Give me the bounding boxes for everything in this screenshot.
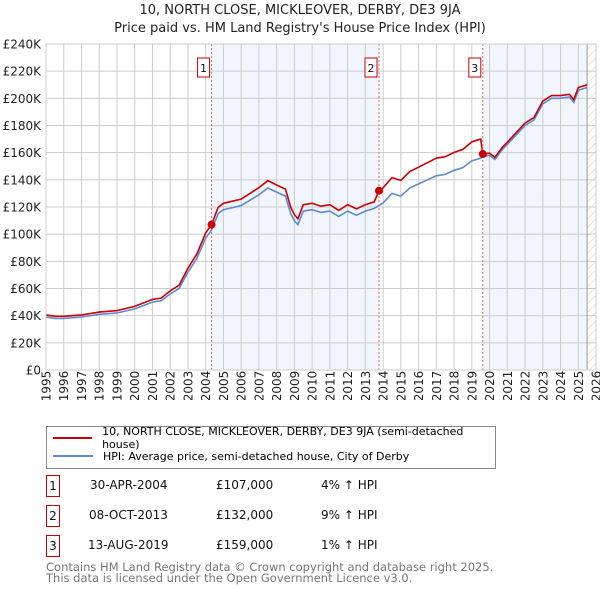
x-tick-label: 2001 xyxy=(146,371,160,400)
y-tick-label: £180K xyxy=(3,119,43,133)
x-tick-label: 2026 xyxy=(590,371,600,400)
x-tick-label: 1996 xyxy=(57,371,71,400)
sale-price: £132,000 xyxy=(216,508,274,522)
sale-marker-label: 3 xyxy=(471,62,478,75)
sale-marker-box xyxy=(197,57,211,78)
x-tick-label: 2011 xyxy=(323,371,337,400)
legend-swatch-property xyxy=(53,437,93,439)
legend-swatch-hpi xyxy=(53,455,93,457)
chart-title: 10, NORTH CLOSE, MICKLEOVER, DERBY, DE3 … xyxy=(139,3,461,18)
y-tick-label: £0 xyxy=(26,364,41,378)
sale-badge: 1 xyxy=(46,475,60,497)
sale-point xyxy=(375,186,384,195)
y-tick-label: £140K xyxy=(3,173,43,187)
x-tick-label: 1997 xyxy=(75,371,89,400)
x-tick-label: 2010 xyxy=(306,371,320,400)
y-tick-label: £240K xyxy=(3,38,43,52)
x-tick-label: 2013 xyxy=(359,371,373,400)
sale-hpi: 9% ↑ HPI xyxy=(321,508,378,522)
x-tick-label: 2014 xyxy=(377,371,391,400)
x-tick-label: 2016 xyxy=(412,371,426,400)
y-tick-label: £60K xyxy=(10,282,42,296)
legend-label-property: 10, NORTH CLOSE, MICKLEOVER, DERBY, DE3 … xyxy=(102,425,464,451)
sale-marker-box xyxy=(468,57,482,78)
sale-hpi: 1% ↑ HPI xyxy=(321,538,378,552)
x-tick-label: 2017 xyxy=(430,371,444,400)
x-tick-label: 1998 xyxy=(93,371,107,400)
y-tick-label: £100K xyxy=(3,228,43,242)
sale-hpi: 4% ↑ HPI xyxy=(321,478,378,492)
x-tick-label: 1999 xyxy=(110,371,124,400)
x-tick-label: 2004 xyxy=(199,371,213,400)
x-tick-label: 2024 xyxy=(554,371,568,400)
x-tick-label: 2020 xyxy=(483,371,497,400)
legend-label-hpi: HPI: Average price, semi-detached house,… xyxy=(103,449,410,463)
sale-badge: 2 xyxy=(46,505,60,527)
sale-date: 13-AUG-2019 xyxy=(88,538,169,552)
x-tick-label: 2019 xyxy=(465,371,479,400)
sale-point xyxy=(478,150,487,159)
y-tick-label: £220K xyxy=(3,65,43,79)
y-tick-label: £160K xyxy=(3,146,43,160)
sale-date: 08-OCT-2013 xyxy=(89,508,168,522)
sale-date: 30-APR-2004 xyxy=(90,478,168,492)
x-tick-label: 2018 xyxy=(448,371,462,400)
x-tick-label: 2002 xyxy=(164,371,178,400)
x-tick-label: 2008 xyxy=(270,371,284,400)
legend: 10, NORTH CLOSE, MICKLEOVER, DERBY, DE3 … xyxy=(46,425,496,469)
sale-marker-box xyxy=(364,57,378,78)
plot-frame xyxy=(45,43,597,371)
sale-price: £159,000 xyxy=(216,538,274,552)
y-tick-label: £40K xyxy=(10,309,42,323)
sale-price: £107,000 xyxy=(216,478,274,492)
x-tick-label: 2007 xyxy=(252,371,266,400)
x-tick-label: 2023 xyxy=(536,371,550,400)
x-tick-label: 2012 xyxy=(341,371,355,400)
x-tick-label: 2000 xyxy=(128,371,142,400)
x-tick-label: 2005 xyxy=(217,371,231,400)
sale-marker-label: 1 xyxy=(200,62,207,75)
chart-subtitle: Price paid vs. HM Land Registry's House … xyxy=(114,21,486,36)
y-tick-label: £20K xyxy=(10,336,42,350)
x-tick-label: 1995 xyxy=(40,371,54,400)
footer-licence: This data is licensed under the Open Gov… xyxy=(46,571,413,585)
plot-area: 1995 1996 1997 1998 1999 2000 2001 2002 2003 2004… xyxy=(3,38,600,401)
sale-point xyxy=(207,220,216,229)
x-tick-label: 2025 xyxy=(572,371,586,400)
y-tick-label: £200K xyxy=(3,92,43,106)
x-tick-label: 2006 xyxy=(235,371,249,400)
y-tick-label: £80K xyxy=(10,255,42,269)
property-price-line xyxy=(45,84,588,318)
x-tick-label: 2003 xyxy=(181,371,195,400)
footer-copyright: Contains HM Land Registry data © Crown c… xyxy=(46,560,494,574)
x-tick-label: 2009 xyxy=(288,371,302,400)
y-tick-label: £120K xyxy=(3,201,43,215)
sale-badge: 3 xyxy=(46,535,60,557)
hpi-line xyxy=(45,86,588,320)
x-tick-label: 2015 xyxy=(394,371,408,400)
x-tick-label: 2021 xyxy=(501,371,515,400)
sale-marker-label: 2 xyxy=(368,62,375,75)
x-tick-label: 2022 xyxy=(519,371,533,400)
